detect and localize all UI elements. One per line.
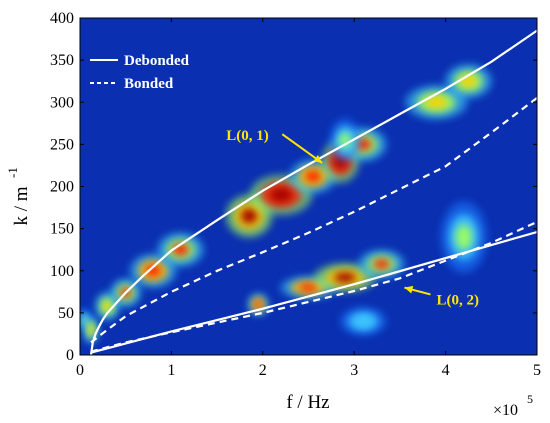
heatmap-core: [304, 170, 322, 183]
y-tick-label: 250: [50, 136, 74, 153]
y-tick-label: 50: [58, 305, 74, 322]
y-axis-label: k / m -1: [5, 167, 32, 225]
x-tick-label: 3: [350, 362, 358, 379]
x-tick-label: 2: [259, 362, 267, 379]
x-axis-label: f / Hz: [286, 392, 329, 413]
legend: Debonded Bonded: [90, 53, 190, 92]
x-tick-label: 1: [167, 362, 175, 379]
y-axis-label-main: k / m: [11, 186, 32, 225]
y-tick-label: 350: [50, 52, 74, 69]
curve-layer: [89, 29, 537, 355]
y-tick-label: 150: [50, 221, 74, 238]
x-multiplier: ×10 5: [493, 392, 533, 419]
heatmap-core: [144, 264, 162, 277]
heatmap-core: [88, 324, 94, 335]
annotation-arrow-head: [313, 155, 323, 163]
x-multiplier-base: ×10: [493, 402, 518, 419]
x-tick-label: 5: [533, 362, 541, 379]
series-line-3: [90, 220, 537, 353]
legend-label-bonded: Bonded: [124, 76, 174, 92]
heatmap-core: [373, 258, 390, 270]
heatmap-core: [254, 300, 263, 309]
legend-label-debonded: Debonded: [124, 53, 190, 69]
heatmap-core: [425, 96, 448, 109]
heatmap-core: [298, 283, 319, 292]
annotation-arrow-shaft: [281, 133, 323, 164]
heatmap-core: [334, 272, 357, 283]
y-tick-label: 200: [50, 179, 74, 196]
y-tick-label: 300: [50, 94, 74, 111]
y-tick-label: 400: [50, 10, 74, 27]
heatmap-core: [103, 301, 112, 312]
y-tick-label: 100: [50, 263, 74, 280]
heatmap-core: [355, 316, 372, 327]
series-line-1: [90, 97, 537, 344]
annotation-arrow-head: [404, 285, 414, 294]
annotations: L(0, 1) L(0, 2): [226, 128, 479, 308]
annotation-label: L(0, 2): [436, 292, 479, 308]
heatmap-core: [455, 224, 473, 250]
x-tick-label: 4: [442, 362, 450, 379]
x-multiplier-exponent: 5: [527, 392, 533, 406]
heatmap-core: [240, 208, 258, 224]
x-tick-label: 0: [76, 362, 84, 379]
y-axis-label-exponent: -1: [5, 167, 20, 178]
annotation-label: L(0, 1): [226, 128, 268, 144]
y-tick-label: 0: [66, 347, 74, 364]
heatmap-core: [460, 75, 477, 88]
heatmap-core: [270, 187, 293, 203]
series-line-0: [89, 29, 537, 355]
